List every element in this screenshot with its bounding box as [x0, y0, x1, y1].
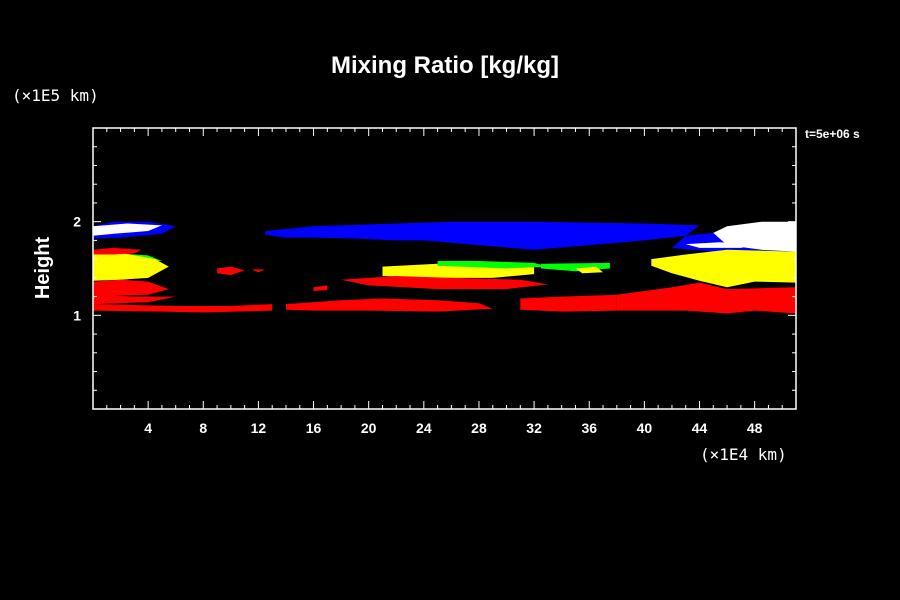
x-tick-label: 20 — [361, 420, 377, 436]
region-red-8 — [93, 247, 142, 255]
x-tick-label: 44 — [692, 420, 708, 436]
y-tick-label: 1 — [73, 307, 81, 323]
y-unit-label: (×1E5 km) — [12, 86, 99, 105]
x-tick-label: 40 — [637, 420, 653, 436]
x-tick-label: 32 — [526, 420, 542, 436]
x-tick-label: 4 — [144, 420, 152, 436]
region-red-21 — [286, 298, 493, 312]
y-axis-label: Height — [32, 237, 54, 300]
region-white-5 — [685, 242, 755, 248]
x-tick-label: 12 — [251, 420, 267, 436]
region-red-15 — [93, 294, 176, 305]
region-red-19 — [313, 285, 328, 291]
region-yellow-7 — [93, 251, 169, 281]
x-tick-label: 28 — [471, 420, 487, 436]
region-red-18 — [251, 269, 266, 273]
x-tick-label: 8 — [199, 420, 207, 436]
x-tick-label: 48 — [747, 420, 763, 436]
region-green-10 — [437, 261, 548, 269]
x-tick-label: 36 — [581, 420, 597, 436]
y-tick-label: 2 — [73, 214, 81, 230]
region-yellow-12 — [575, 266, 603, 274]
plot-frame — [92, 127, 797, 410]
region-red-22 — [520, 294, 617, 312]
time-label: t=5e+06 s — [805, 127, 860, 141]
chart-title: Mixing Ratio [kg/kg] — [331, 52, 559, 79]
region-red-16 — [93, 304, 273, 313]
region-white-1 — [93, 223, 162, 236]
region-red-14 — [93, 279, 169, 297]
region-yellow-13 — [651, 249, 796, 288]
region-red-23 — [616, 282, 796, 314]
x-unit-label: (×1E4 km) — [700, 445, 787, 464]
x-tick-label: 24 — [416, 420, 432, 436]
mixing-ratio-fields — [93, 221, 796, 314]
region-red-17 — [217, 266, 245, 276]
region-red-20 — [341, 276, 548, 290]
region-blue-2 — [265, 221, 700, 250]
x-tick-label: 16 — [306, 420, 322, 436]
